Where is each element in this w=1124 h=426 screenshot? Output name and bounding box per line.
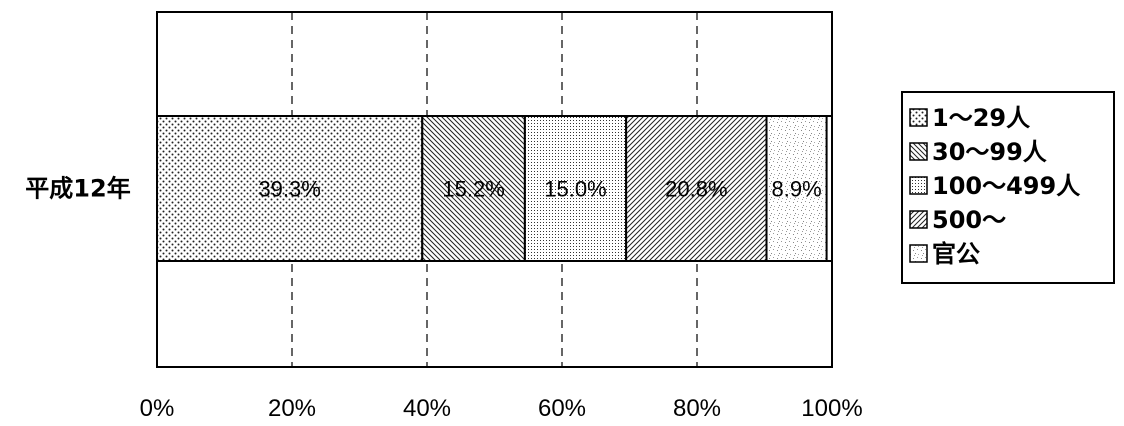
bar-segment-1 [156, 115, 424, 262]
gridlines [291, 12, 698, 367]
legend-box [901, 91, 1115, 284]
data-label-4: 20.8% [665, 177, 727, 202]
data-label-1: 39.3% [258, 177, 320, 202]
bar-segments [156, 115, 832, 262]
bar-segment-4 [625, 115, 768, 262]
data-labels: 39.3% 15.2% 15.0% 20.8% 8.9% [258, 177, 821, 202]
category-axis: 平成12年 [25, 175, 130, 203]
legend-label-3: 100～499人 [932, 172, 1080, 200]
data-label-2: 15.2% [442, 177, 504, 202]
legend-swatch-1 [909, 108, 928, 127]
legend-label-2: 30～99人 [932, 138, 1047, 166]
data-label-3: 15.0% [544, 177, 606, 202]
legend: 1～29人 30～99人 100～499人 500～ 官公 [901, 91, 1115, 284]
bar-segment-5 [765, 115, 828, 262]
x-tick-label: 40% [403, 395, 451, 422]
legend-label-1: 1～29人 [932, 104, 1030, 132]
legend-swatch-2 [909, 142, 928, 161]
x-tick-label: 20% [268, 395, 316, 422]
legend-label-5: 官公 [932, 240, 980, 268]
x-tick-label: 80% [673, 395, 721, 422]
category-label: 平成12年 [25, 175, 130, 203]
legend-swatch-5 [909, 244, 928, 263]
x-tick-label: 0% [140, 395, 175, 422]
data-label-5: 8.9% [771, 177, 821, 202]
legend-swatch-4 [909, 210, 928, 229]
legend-swatch-3 [909, 176, 928, 195]
x-axis-ticks: 0% 20% 40% 60% 80% 100% [140, 395, 863, 422]
x-tick-label: 100% [801, 395, 862, 422]
legend-label-4: 500～ [932, 206, 1006, 234]
x-tick-label: 60% [538, 395, 586, 422]
